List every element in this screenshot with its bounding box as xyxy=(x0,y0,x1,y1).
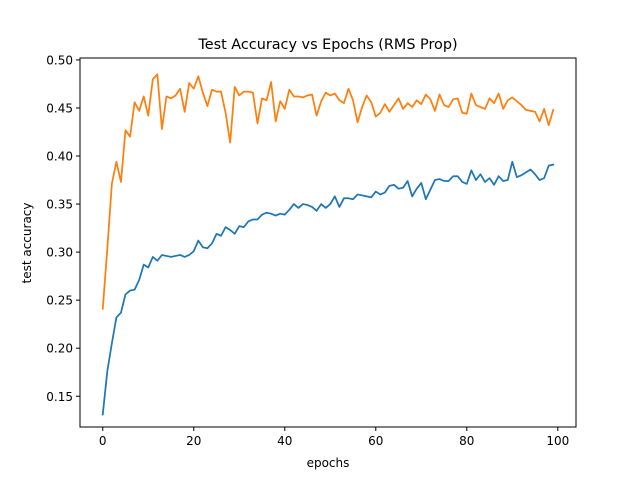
x-axis-label: epochs xyxy=(307,456,350,470)
y-tick-label: 0.40 xyxy=(46,150,73,164)
x-tick-label: 0 xyxy=(99,434,107,448)
x-tick-label: 20 xyxy=(186,434,201,448)
y-tick-label: 0.50 xyxy=(46,53,73,67)
y-tick-label: 0.15 xyxy=(46,390,73,404)
y-tick-label: 0.25 xyxy=(46,294,73,308)
y-axis: 0.15 0.20 0.25 0.30 0.35 0.40 0.45 0.50 xyxy=(46,53,80,404)
plot-frame xyxy=(79,57,577,428)
y-tick-label: 0.35 xyxy=(46,198,73,212)
series-line-2 xyxy=(101,73,555,310)
y-tick-label: 0.20 xyxy=(46,342,73,356)
x-tick-label: 100 xyxy=(546,434,569,448)
x-tick-label: 60 xyxy=(368,434,383,448)
series-layer xyxy=(101,73,555,416)
y-tick-label: 0.30 xyxy=(46,246,73,260)
chart-title: Test Accuracy vs Epochs (RMS Prop) xyxy=(197,37,457,53)
x-axis: 0 20 40 60 80 100 xyxy=(99,427,569,448)
x-tick-label: 80 xyxy=(459,434,474,448)
series-line-1 xyxy=(101,160,555,416)
x-tick-label: 40 xyxy=(277,434,292,448)
y-tick-label: 0.45 xyxy=(46,101,73,115)
y-axis-label: test accuracy xyxy=(20,203,34,284)
